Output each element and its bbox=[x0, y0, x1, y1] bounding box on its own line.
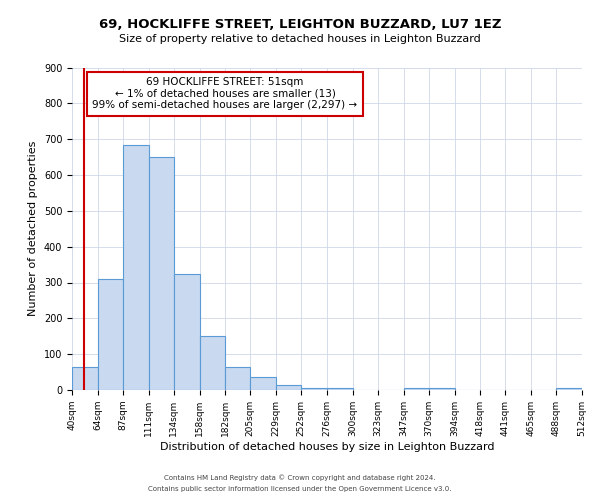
Text: Size of property relative to detached houses in Leighton Buzzard: Size of property relative to detached ho… bbox=[119, 34, 481, 43]
Bar bbox=[72, 366, 98, 390]
Bar bbox=[428, 388, 455, 390]
Bar bbox=[301, 388, 327, 390]
Bar bbox=[404, 388, 428, 390]
Text: Contains public sector information licensed under the Open Government Licence v3: Contains public sector information licen… bbox=[148, 486, 452, 492]
Bar bbox=[123, 144, 149, 390]
Bar bbox=[556, 388, 582, 390]
Bar bbox=[199, 336, 226, 390]
Text: 69 HOCKLIFFE STREET: 51sqm
← 1% of detached houses are smaller (13)
99% of semi-: 69 HOCKLIFFE STREET: 51sqm ← 1% of detac… bbox=[92, 77, 358, 110]
Text: 69, HOCKLIFFE STREET, LEIGHTON BUZZARD, LU7 1EZ: 69, HOCKLIFFE STREET, LEIGHTON BUZZARD, … bbox=[99, 18, 501, 30]
Text: Contains HM Land Registry data © Crown copyright and database right 2024.: Contains HM Land Registry data © Crown c… bbox=[164, 474, 436, 481]
Bar bbox=[226, 366, 250, 390]
Bar bbox=[327, 388, 353, 390]
Bar bbox=[250, 378, 276, 390]
X-axis label: Distribution of detached houses by size in Leighton Buzzard: Distribution of detached houses by size … bbox=[160, 442, 494, 452]
Bar bbox=[98, 279, 123, 390]
Bar bbox=[276, 384, 301, 390]
Bar bbox=[149, 157, 173, 390]
Bar bbox=[173, 274, 199, 390]
Y-axis label: Number of detached properties: Number of detached properties bbox=[28, 141, 38, 316]
